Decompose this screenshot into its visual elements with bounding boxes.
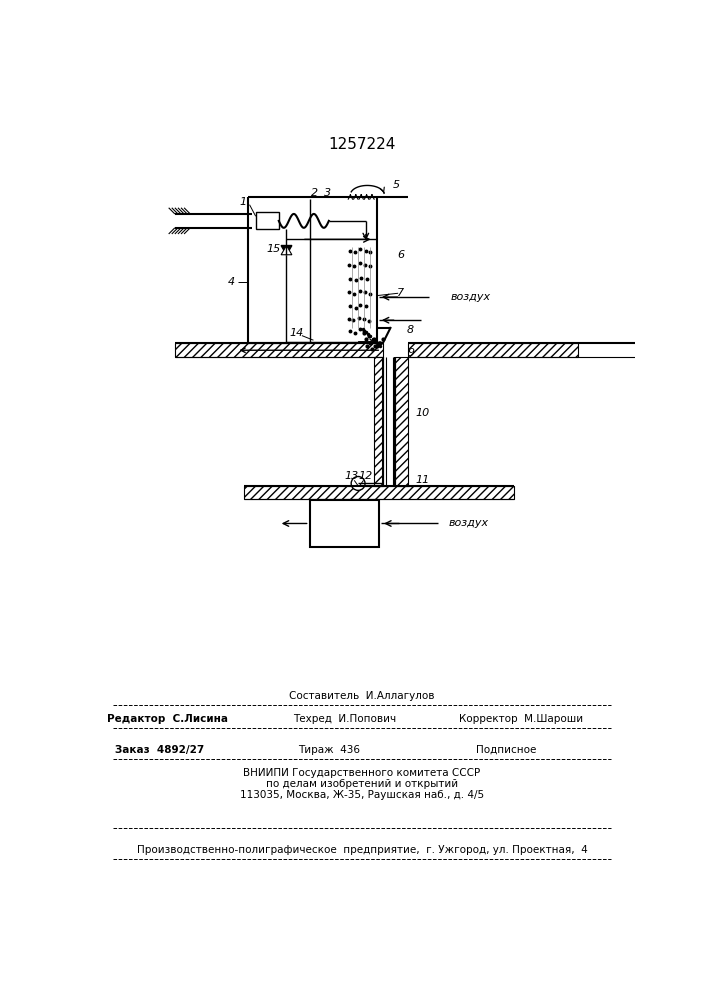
Text: 13: 13 <box>345 471 359 481</box>
Text: ВНИИПИ Государственного комитета СССР: ВНИИПИ Государственного комитета СССР <box>243 768 481 778</box>
Text: Техред  И.Попович: Техред И.Попович <box>293 714 396 724</box>
Text: 9: 9 <box>408 348 415 358</box>
Bar <box>175 343 382 357</box>
Text: 1257224: 1257224 <box>328 137 396 152</box>
Text: 12: 12 <box>358 471 373 481</box>
Polygon shape <box>281 246 292 255</box>
Text: 5: 5 <box>393 180 400 190</box>
Text: 8: 8 <box>407 325 414 335</box>
Bar <box>408 343 578 357</box>
Bar <box>256 212 279 229</box>
Text: 113035, Москва, Ж-35, Раушская наб., д. 4/5: 113035, Москва, Ж-35, Раушская наб., д. … <box>240 790 484 800</box>
Text: 1: 1 <box>239 197 246 207</box>
Text: Составитель  И.Аллагулов: Составитель И.Аллагулов <box>289 691 435 701</box>
Text: Корректор  М.Шароши: Корректор М.Шароши <box>460 714 583 724</box>
Bar <box>373 357 382 486</box>
Text: Редактор  С.Лисина: Редактор С.Лисина <box>107 714 228 724</box>
Text: Подписное: Подписное <box>476 745 536 755</box>
Text: Производственно-полиграфическое  предприятие,  г. Ужгород, ул. Проектная,  4: Производственно-полиграфическое предприя… <box>136 845 588 855</box>
Text: Заказ  4892/27: Заказ 4892/27 <box>115 745 204 755</box>
Circle shape <box>351 477 365 490</box>
Text: Тираж  436: Тираж 436 <box>298 745 360 755</box>
Bar <box>244 486 514 499</box>
Text: 10: 10 <box>416 408 430 418</box>
Text: по делам изобретений и открытий: по делам изобретений и открытий <box>266 779 458 789</box>
Text: 3: 3 <box>324 188 331 198</box>
Text: воздух: воздух <box>450 292 491 302</box>
Text: 15: 15 <box>267 244 281 254</box>
Text: воздух: воздух <box>448 518 489 528</box>
Bar <box>310 500 379 547</box>
Text: 14: 14 <box>289 328 303 338</box>
Polygon shape <box>281 246 292 255</box>
Text: 2: 2 <box>311 188 319 198</box>
Bar <box>395 357 408 486</box>
Text: 4: 4 <box>228 277 235 287</box>
Text: 6: 6 <box>397 250 404 260</box>
Text: 11: 11 <box>416 475 430 485</box>
Text: 7: 7 <box>397 288 404 298</box>
